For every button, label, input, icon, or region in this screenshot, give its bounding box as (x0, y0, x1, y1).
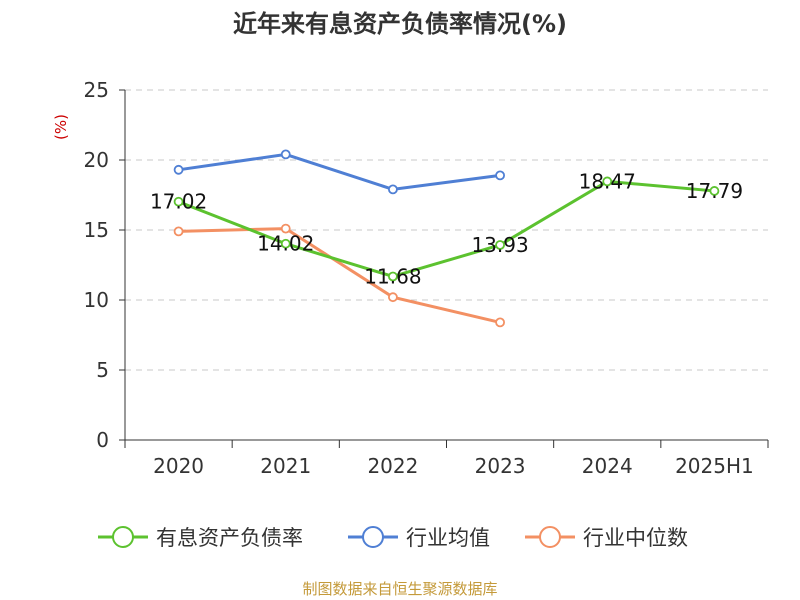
legend-marker-0 (112, 526, 134, 548)
chart-title: 近年来有息资产负债率情况(%) (233, 10, 567, 38)
series-1 (173, 149, 505, 195)
series-0 (173, 176, 720, 282)
x-tick-label-2022: 2022 (367, 454, 418, 478)
data-point-0-4[interactable] (602, 176, 613, 187)
series-line-1 (178, 152, 501, 191)
series-line-2 (178, 227, 501, 324)
data-point-2-2[interactable] (388, 292, 398, 303)
legend[interactable]: 有息资产负债率 行业均值 行业中位数 (98, 526, 688, 550)
data-label-2024: 18.47 (579, 169, 636, 193)
source-note: 制图数据来自恒生聚源数据库 (302, 580, 497, 598)
legend-marker-1 (362, 526, 384, 548)
data-point-2-1[interactable] (280, 223, 291, 234)
data-labels: 17.02 14.02 11.68 13.93 18.47 17.79 (150, 169, 743, 288)
legend-label-0: 有息资产负债率 (156, 526, 303, 550)
legend-item-1[interactable]: 行业均值 (348, 526, 490, 550)
axes: 0 5 10 15 20 25 2020 2021 2022 2023 2024 2025H1 (84, 78, 769, 478)
data-point-0-2[interactable] (388, 271, 398, 282)
data-point-2-0[interactable] (173, 226, 184, 237)
x-tick-label-2021: 2021 (260, 454, 311, 478)
legend-item-2[interactable]: 行业中位数 (525, 526, 688, 550)
data-point-1-1[interactable] (280, 149, 291, 160)
legend-marker-2 (539, 526, 561, 548)
legend-label-2: 行业中位数 (583, 526, 688, 550)
data-label-2022: 11.68 (364, 264, 421, 288)
x-tick-label-2024: 2024 (582, 454, 633, 478)
data-point-0-5[interactable] (709, 186, 720, 196)
y-tick-label-25: 25 (84, 78, 109, 102)
y-tick-label-10: 10 (84, 288, 109, 312)
x-tick-label-2023: 2023 (475, 454, 526, 478)
data-point-2-3[interactable] (495, 317, 505, 328)
y-tick-label-20: 20 (84, 148, 109, 172)
x-tick-label-2025H1: 2025H1 (675, 454, 754, 478)
y-axis-unit-label: (%) (52, 114, 70, 140)
data-label-2020: 17.02 (150, 190, 207, 214)
data-point-0-3[interactable] (495, 240, 505, 250)
y-tick-label-0: 0 (96, 428, 109, 452)
y-tick-label-5: 5 (96, 358, 109, 382)
legend-item-0[interactable]: 有息资产负债率 (98, 526, 303, 550)
data-label-2021: 14.02 (257, 232, 314, 256)
data-point-0-1[interactable] (280, 238, 291, 249)
y-tick-label-15: 15 (84, 218, 109, 242)
series-lines (173, 149, 720, 328)
series-line-0 (178, 179, 715, 279)
x-tick-label-2020: 2020 (153, 454, 204, 478)
series-2 (173, 223, 505, 328)
legend-label-1: 行业均值 (406, 526, 490, 550)
data-label-2025H1: 17.79 (686, 179, 743, 203)
data-point-1-2[interactable] (388, 184, 398, 195)
data-point-1-3[interactable] (495, 170, 505, 181)
data-point-0-0[interactable] (173, 196, 184, 207)
data-point-1-0[interactable] (173, 164, 184, 175)
grid-lines (125, 89, 768, 371)
data-label-2023: 13.93 (471, 233, 528, 257)
